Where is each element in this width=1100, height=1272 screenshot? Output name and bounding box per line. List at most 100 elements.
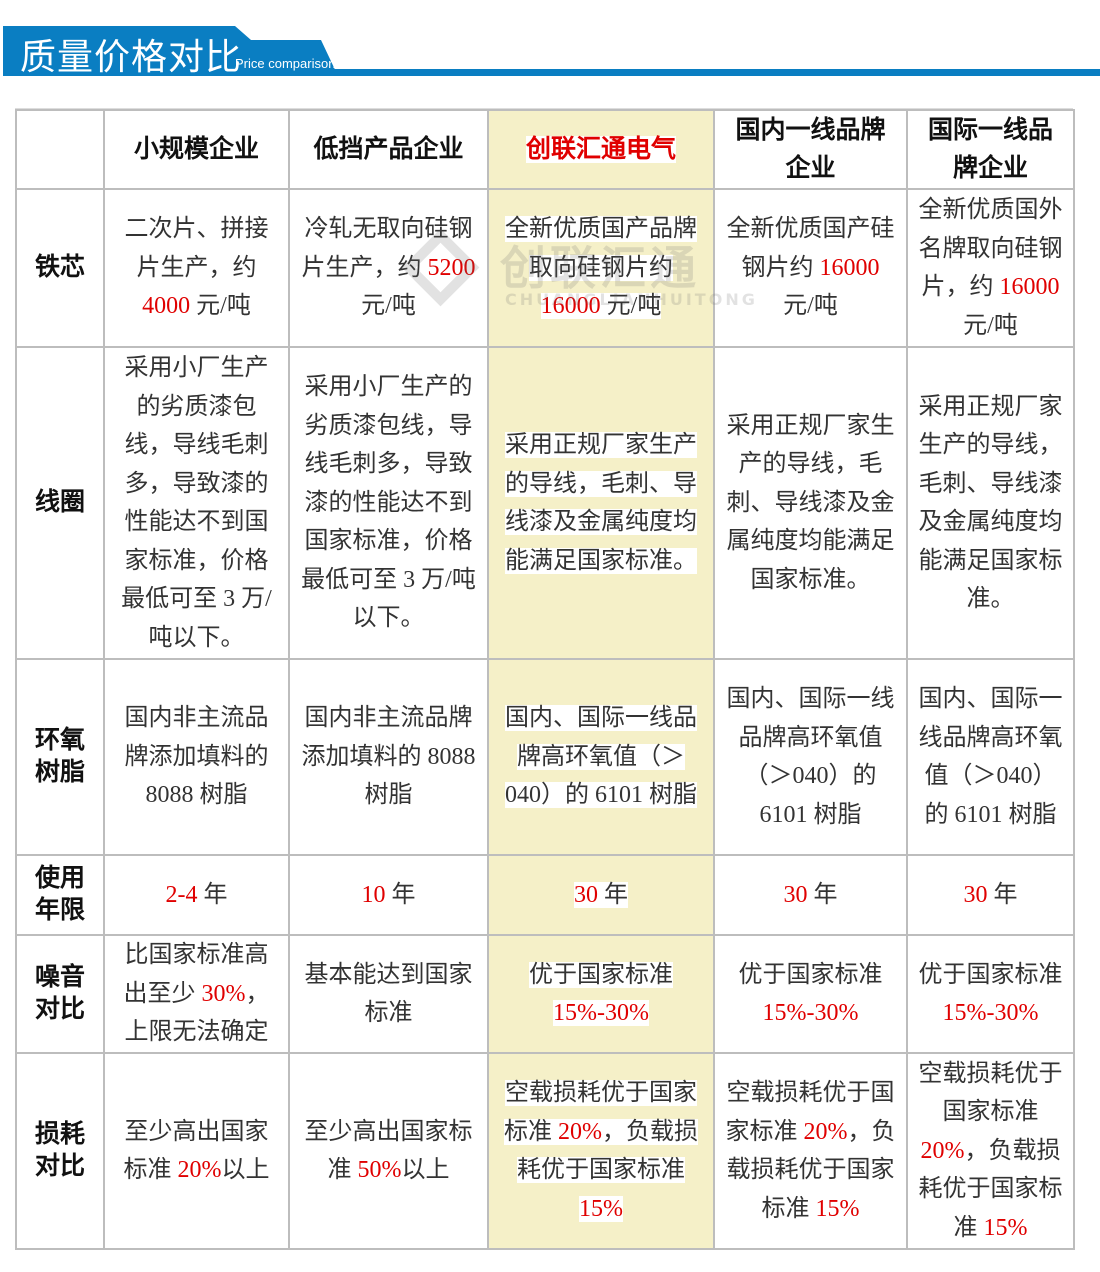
table-cell: 采用正规厂家生产的导线，毛刺、导线漆及金属纯度均能满足国家标准。 (713, 346, 908, 660)
column-header: 小规模企业 (103, 109, 290, 190)
highlight-value: 15%-30% (553, 1000, 649, 1026)
table-row: 损耗对比 至少高出国家标准 20%以上 至少高出国家标准 50%以上 空载损耗优于国家… (15, 1052, 1075, 1250)
table-cell: 采用小厂生产的劣质漆包线，导线毛刺多，导致漆的性能达不到国家标准，价格最低可至 … (103, 346, 290, 660)
header-row: 小规模企业 低挡产品企业 创联汇通电气 国内一线品牌企业 国际一线品牌企业 (15, 109, 1075, 190)
row-header: 线圈 (15, 346, 105, 660)
table-cell: 全新优质国产硅钢片约 16000 元/吨 (713, 188, 908, 348)
table-cell: 冷轧无取向硅钢片生产，约 5200 元/吨 (288, 188, 489, 348)
cell-text: 全新优质国外名牌取向硅钢片，约 (918, 197, 1063, 300)
cell-text: 采用正规厂家生产的导线，毛刺、导线漆及金属纯度均能满足国家标准。 (726, 412, 895, 593)
column-header-label: 小规模企业 (133, 135, 259, 163)
table-cell: 二次片、拼接片生产，约 4000 元/吨 (103, 188, 290, 348)
table-cell: 基本能达到国家标准 (288, 934, 489, 1054)
table-row: 铁芯 二次片、拼接片生产，约 4000 元/吨 冷轧无取向硅钢片生产，约 5200 … (15, 188, 1075, 348)
table-cell: 比国家标准高出至少 30%，上限无法确定 (103, 934, 290, 1054)
table-cell: 空载损耗优于国家标准 20%，负载损耗优于国家标准 15% (906, 1052, 1075, 1250)
cell-text: ，上限无法确定 (124, 980, 270, 1046)
cell-text: 至少高出国家标准 (304, 1118, 473, 1184)
highlight-value: 20% (558, 1118, 602, 1145)
table-row: 线圈 采用小厂生产的劣质漆包线，导线毛刺多，导致漆的性能达不到国家标准，价格最低可… (15, 346, 1075, 660)
highlight-value: 16000 (540, 293, 601, 320)
row-header: 铁芯 (15, 188, 105, 348)
highlight-value: 5200 (427, 254, 476, 281)
banner-rule (3, 69, 1100, 76)
highlight-value: 4000 (142, 293, 191, 320)
table-cell: 优于国家标准 15%-30% (906, 934, 1075, 1054)
table-cell: 2-4 年 (103, 854, 290, 936)
cell-text: 国内、国际一线品牌高环氧值（＞040）的 6101 树脂 (726, 686, 895, 828)
cell-text: 元/吨 (190, 293, 251, 320)
highlight-value: 16000 (999, 274, 1060, 300)
cell-text: 年 (385, 881, 416, 908)
comparison-table: 小规模企业 低挡产品企业 创联汇通电气 国内一线品牌企业 国际一线品牌企业 铁芯 二次片、… (15, 109, 1075, 1250)
highlight-value: 50% (357, 1157, 402, 1183)
cell-text: 优于国家标准 (918, 961, 1063, 988)
table-cell: 至少高出国家标准 20%以上 (103, 1052, 290, 1250)
highlight-value: 30 (783, 881, 808, 908)
table-cell: 30 年 (487, 854, 715, 936)
cell-text: ，负载损耗优于国家标准 (726, 1118, 896, 1222)
highlight-value: 30 (963, 881, 988, 908)
cell-text: 国内非主流品牌添加填料的 8088 树脂 (124, 705, 269, 809)
table-cell: 优于国家标准 15%-30% (487, 934, 715, 1054)
table-cell: 国内、国际一线品牌高环氧值（＞040）的 6101 树脂 (906, 658, 1075, 856)
cell-text: 采用小厂生产的劣质漆包线，导线毛刺多，导致漆的性能达不到国家标准，价格最低可至 … (301, 374, 476, 632)
cell-text: 全新优质国产品牌取向硅钢片约 (505, 216, 697, 281)
cell-text: 年 (598, 881, 628, 908)
cell-text: 全新优质国产硅钢片约 (726, 216, 895, 281)
table-cell: 国内、国际一线品牌高环氧值（＞040）的 6101 树脂 (713, 658, 908, 856)
table-cell: 30 年 (713, 854, 908, 936)
cell-text: 二次片、拼接片生产，约 (124, 216, 269, 281)
cell-text: 国内、国际一线品牌高环氧值（＞040）的 6101 树脂 (505, 705, 697, 809)
table-cell: 采用正规厂家生产的导线，毛刺、导线漆及金属纯度均能满足国家标准。 (906, 346, 1075, 660)
highlight-value: 2-4 (165, 881, 198, 908)
cell-text: 年 (197, 881, 228, 908)
column-header: 国际一线品牌企业 (906, 109, 1075, 190)
table-cell: 国内非主流品牌添加填料的 8088 树脂 (288, 658, 489, 856)
cell-text: 以上 (221, 1157, 270, 1183)
column-header: 低挡产品企业 (288, 109, 489, 190)
cell-text: 至少高出国家标准 (123, 1118, 269, 1184)
cell-text: 采用正规厂家生产的导线，毛刺、导线漆及金属纯度均能满足国家标准。 (505, 432, 697, 574)
column-header-label: 创联汇通电气 (525, 135, 676, 163)
table-cell: 国内、国际一线品牌高环氧值（＞040）的 6101 树脂 (487, 658, 715, 856)
section-banner: 质量价格对比 Price comparison (0, 0, 1100, 80)
cell-text: 以上 (401, 1157, 450, 1183)
cell-text: 空载损耗优于国家标准 (918, 1060, 1063, 1126)
cell-text: ，负载损耗优于国家标准 (918, 1137, 1063, 1241)
table-cell: 采用小厂生产的劣质漆包线，导线毛刺多，导致漆的性能达不到国家标准，价格最低可至 … (288, 346, 489, 660)
table-cell: 优于国家标准 15%-30% (713, 934, 908, 1054)
row-header: 环氧树脂 (15, 658, 105, 856)
cell-text: 国内、国际一线品牌高环氧值（＞040）的 6101 树脂 (918, 686, 1063, 828)
row-header: 损耗对比 (15, 1052, 105, 1250)
table-cell: 采用正规厂家生产的导线，毛刺、导线漆及金属纯度均能满足国家标准。 (487, 346, 715, 660)
table-row: 使用年限 2-4 年 10 年 30 年 30 年 30 年 (15, 854, 1075, 936)
highlight-value: 30 (574, 881, 598, 908)
table-row: 环氧树脂 国内非主流品牌添加填料的 8088 树脂 国内非主流品牌添加填料的 808… (15, 658, 1075, 856)
highlight-value: 10 (361, 881, 386, 908)
cell-text: 采用小厂生产的劣质漆包线，导线毛刺多，导致漆的性能达不到国家标准，价格最低可至 … (121, 355, 272, 651)
cell-text: 采用正规厂家生产的导线，毛刺、导线漆及金属纯度均能满足国家标准。 (918, 393, 1063, 613)
table-cell: 空载损耗优于国家标准 20%，负载损耗优于国家标准 15% (487, 1052, 715, 1250)
column-header-label: 国际一线品牌企业 (927, 116, 1053, 182)
column-header (15, 109, 105, 190)
row-header: 使用年限 (15, 854, 105, 936)
comparison-table-wrapper: 小规模企业 低挡产品企业 创联汇通电气 国内一线品牌企业 国际一线品牌企业 铁芯 二次片、… (15, 108, 1075, 1250)
cell-text: 元/吨 (783, 293, 838, 320)
cell-text: 优于国家标准 (529, 961, 673, 988)
table-cell: 10 年 (288, 854, 489, 936)
cell-text: 年 (807, 881, 838, 908)
cell-text: 比国家标准高出至少 (123, 942, 269, 1007)
cell-text: 基本能达到国家标准 (304, 961, 473, 1027)
cell-text: 空载损耗优于国家标准 (725, 1080, 895, 1145)
highlight-value: 15% (815, 1195, 860, 1222)
cell-text: 元/吨 (600, 293, 662, 320)
row-header: 噪音对比 (15, 934, 105, 1054)
table-cell: 至少高出国家标准 50%以上 (288, 1052, 489, 1250)
highlight-value: 20% (177, 1157, 222, 1183)
highlight-value: 15%-30% (942, 1000, 1039, 1026)
cell-text: 元/吨 (963, 312, 1018, 339)
table-cell: 全新优质国产品牌取向硅钢片约 16000 元/吨 (487, 188, 715, 348)
table-cell: 全新优质国外名牌取向硅钢片，约 16000 元/吨 (906, 188, 1075, 348)
table-cell: 30 年 (906, 854, 1075, 936)
